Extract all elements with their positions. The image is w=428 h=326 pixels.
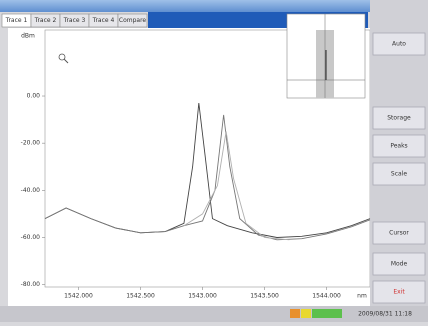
side-button[interactable]	[372, 134, 426, 158]
overview-inset	[286, 13, 366, 99]
side-button-label: Peaks	[390, 143, 407, 150]
side-button-label: Scale	[391, 171, 407, 178]
side-button-label: Exit	[393, 289, 405, 296]
side-button[interactable]	[372, 221, 426, 245]
side-button[interactable]	[372, 32, 426, 56]
y-tick-label: 0.00	[27, 93, 41, 100]
tab-label: Trace 3	[63, 17, 86, 24]
trace	[44, 114, 371, 241]
y-tick-label: -20.00	[21, 140, 41, 147]
title-bar	[0, 0, 370, 12]
tab-label: Trace 1	[5, 17, 28, 24]
x-tick-label: 1542.500	[126, 293, 155, 300]
status-indicator	[301, 309, 311, 318]
side-button-label: Auto	[392, 41, 406, 48]
y-tick-label: -60.00	[21, 234, 41, 241]
status-indicator	[290, 309, 300, 318]
side-button[interactable]	[372, 106, 426, 130]
x-tick-label: 1542.000	[64, 293, 93, 300]
y-tick-label: -80.00	[21, 281, 41, 288]
x-unit: nm	[357, 293, 367, 300]
side-button[interactable]	[372, 252, 426, 276]
side-button-label: Storage	[387, 115, 411, 122]
tab-label: Trace 4	[92, 17, 115, 24]
trace	[183, 131, 290, 241]
side-button[interactable]	[372, 280, 426, 304]
x-tick-label: 1544.000	[312, 293, 341, 300]
side-button[interactable]	[372, 162, 426, 186]
tab-label: Compare	[119, 17, 147, 24]
y-tick-label: -40.00	[21, 187, 41, 194]
side-button-label: Mode	[391, 261, 408, 268]
status-timestamp: 2009/08/31 11:18	[358, 311, 412, 318]
status-indicator	[312, 309, 342, 318]
tab-label: Trace 2	[34, 17, 57, 24]
tab[interactable]	[117, 13, 148, 28]
side-button-label: Cursor	[389, 230, 409, 237]
zoom-icon	[58, 53, 69, 64]
x-tick-label: 1543.500	[250, 293, 279, 300]
y-unit: dBm	[21, 33, 35, 40]
x-tick-label: 1543.000	[188, 293, 217, 300]
